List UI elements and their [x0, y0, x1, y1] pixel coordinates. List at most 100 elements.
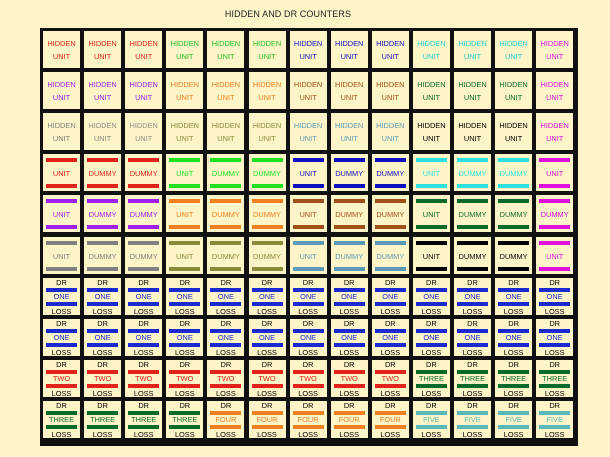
dr-counter[interactable]: DR ONE LOSS [371, 318, 409, 356]
unit-counter[interactable]: UNIT [412, 236, 450, 274]
dr-counter[interactable]: DR ONE LOSS [207, 277, 245, 315]
dr-counter[interactable]: DR ONE LOSS [84, 277, 122, 315]
dr-counter[interactable]: DR TWO LOSS [330, 359, 368, 397]
dr-counter[interactable]: DR TWO LOSS [207, 359, 245, 397]
dr-counter[interactable]: DR TWO LOSS [289, 359, 327, 397]
dr-counter[interactable]: DR FIVE LOSS [536, 400, 574, 438]
dummy-counter[interactable]: DUMMY [536, 195, 574, 233]
unit-counter[interactable]: UNIT [166, 195, 204, 233]
hidden-unit-counter[interactable]: HIDDEN UNIT [248, 31, 286, 68]
hidden-unit-counter[interactable]: HIDDEN UNIT [454, 113, 491, 151]
dummy-counter[interactable]: DUMMY [125, 195, 163, 233]
dr-counter[interactable]: DR ONE LOSS [125, 277, 163, 315]
hidden-unit-counter[interactable]: HIDDEN UNIT [43, 31, 80, 68]
hidden-unit-counter[interactable]: HIDDEN UNIT [495, 72, 533, 110]
dummy-counter[interactable]: DUMMY [495, 154, 533, 192]
dr-counter[interactable]: DR THREE LOSS [84, 400, 122, 438]
dummy-counter[interactable]: DUMMY [248, 195, 286, 233]
dr-counter[interactable]: DR FIVE LOSS [412, 400, 450, 438]
dr-counter[interactable]: DR ONE LOSS [495, 318, 533, 356]
dr-counter[interactable]: DR TWO LOSS [371, 359, 409, 397]
hidden-unit-counter[interactable]: HIDDEN UNIT [412, 31, 450, 68]
hidden-unit-counter[interactable]: HIDDEN UNIT [248, 113, 286, 151]
hidden-unit-counter[interactable]: HIDDEN UNIT [207, 113, 245, 151]
dr-counter[interactable]: DR THREE LOSS [43, 400, 80, 438]
hidden-unit-counter[interactable]: HIDDEN UNIT [371, 113, 409, 151]
dummy-counter[interactable]: DUMMY [125, 154, 163, 192]
hidden-unit-counter[interactable]: HIDDEN UNIT [289, 113, 327, 151]
dr-counter[interactable]: DR TWO LOSS [125, 359, 163, 397]
hidden-unit-counter[interactable]: HIDDEN UNIT [125, 31, 163, 68]
dr-counter[interactable]: DR ONE LOSS [371, 277, 409, 315]
dr-counter[interactable]: DR THREE LOSS [536, 359, 574, 397]
dr-counter[interactable]: DR ONE LOSS [495, 277, 533, 315]
dummy-counter[interactable]: DUMMY [248, 154, 286, 192]
hidden-unit-counter[interactable]: HIDDEN UNIT [166, 31, 204, 68]
unit-counter[interactable]: UNIT [43, 236, 80, 274]
dr-counter[interactable]: DR ONE LOSS [454, 318, 491, 356]
dummy-counter[interactable]: DUMMY [84, 195, 122, 233]
dr-counter[interactable]: DR FIVE LOSS [454, 400, 491, 438]
unit-counter[interactable]: UNIT [43, 154, 80, 192]
dr-counter[interactable]: DR ONE LOSS [330, 277, 368, 315]
hidden-unit-counter[interactable]: HIDDEN UNIT [454, 31, 491, 68]
dr-counter[interactable]: DR ONE LOSS [412, 318, 450, 356]
dr-counter[interactable]: DR ONE LOSS [248, 318, 286, 356]
hidden-unit-counter[interactable]: HIDDEN UNIT [536, 31, 574, 68]
hidden-unit-counter[interactable]: HIDDEN UNIT [289, 72, 327, 110]
dummy-counter[interactable]: DUMMY [371, 236, 409, 274]
dr-counter[interactable]: DR TWO LOSS [84, 359, 122, 397]
hidden-unit-counter[interactable]: HIDDEN UNIT [166, 72, 204, 110]
dr-counter[interactable]: DR ONE LOSS [454, 277, 491, 315]
dr-counter[interactable]: DR FOUR LOSS [248, 400, 286, 438]
hidden-unit-counter[interactable]: HIDDEN UNIT [43, 72, 80, 110]
dummy-counter[interactable]: DUMMY [84, 236, 122, 274]
hidden-unit-counter[interactable]: HIDDEN UNIT [207, 31, 245, 68]
dummy-counter[interactable]: DUMMY [207, 195, 245, 233]
unit-counter[interactable]: UNIT [289, 236, 327, 274]
dr-counter[interactable]: DR ONE LOSS [289, 277, 327, 315]
dummy-counter[interactable]: DUMMY [207, 236, 245, 274]
unit-counter[interactable]: UNIT [166, 154, 204, 192]
dr-counter[interactable]: DR ONE LOSS [125, 318, 163, 356]
dummy-counter[interactable]: DUMMY [495, 195, 533, 233]
dr-counter[interactable]: DR ONE LOSS [207, 318, 245, 356]
dr-counter[interactable]: DR ONE LOSS [43, 277, 80, 315]
dummy-counter[interactable]: DUMMY [330, 195, 368, 233]
dummy-counter[interactable]: DUMMY [454, 236, 491, 274]
hidden-unit-counter[interactable]: HIDDEN UNIT [330, 72, 368, 110]
hidden-unit-counter[interactable]: HIDDEN UNIT [536, 113, 574, 151]
hidden-unit-counter[interactable]: HIDDEN UNIT [330, 31, 368, 68]
dr-counter[interactable]: DR TWO LOSS [166, 359, 204, 397]
hidden-unit-counter[interactable]: HIDDEN UNIT [371, 31, 409, 68]
dr-counter[interactable]: DR ONE LOSS [166, 318, 204, 356]
hidden-unit-counter[interactable]: HIDDEN UNIT [43, 113, 80, 151]
dr-counter[interactable]: DR ONE LOSS [248, 277, 286, 315]
dr-counter[interactable]: DR THREE LOSS [454, 359, 491, 397]
unit-counter[interactable]: UNIT [289, 154, 327, 192]
hidden-unit-counter[interactable]: HIDDEN UNIT [495, 31, 533, 68]
dr-counter[interactable]: DR THREE LOSS [125, 400, 163, 438]
dummy-counter[interactable]: DUMMY [125, 236, 163, 274]
dr-counter[interactable]: DR FOUR LOSS [371, 400, 409, 438]
dr-counter[interactable]: DR TWO LOSS [43, 359, 80, 397]
dr-counter[interactable]: DR TWO LOSS [248, 359, 286, 397]
hidden-unit-counter[interactable]: HIDDEN UNIT [84, 113, 122, 151]
unit-counter[interactable]: UNIT [536, 236, 574, 274]
unit-counter[interactable]: UNIT [536, 154, 574, 192]
hidden-unit-counter[interactable]: HIDDEN UNIT [207, 72, 245, 110]
dummy-counter[interactable]: DUMMY [330, 236, 368, 274]
hidden-unit-counter[interactable]: HIDDEN UNIT [412, 72, 450, 110]
dr-counter[interactable]: DR FIVE LOSS [495, 400, 533, 438]
dr-counter[interactable]: DR ONE LOSS [289, 318, 327, 356]
dr-counter[interactable]: DR FOUR LOSS [207, 400, 245, 438]
dummy-counter[interactable]: DUMMY [454, 195, 491, 233]
dr-counter[interactable]: DR ONE LOSS [536, 318, 574, 356]
dr-counter[interactable]: DR FOUR LOSS [330, 400, 368, 438]
hidden-unit-counter[interactable]: HIDDEN UNIT [495, 113, 533, 151]
dummy-counter[interactable]: DUMMY [330, 154, 368, 192]
dr-counter[interactable]: DR ONE LOSS [412, 277, 450, 315]
hidden-unit-counter[interactable]: HIDDEN UNIT [125, 72, 163, 110]
hidden-unit-counter[interactable]: HIDDEN UNIT [412, 113, 450, 151]
hidden-unit-counter[interactable]: HIDDEN UNIT [166, 113, 204, 151]
